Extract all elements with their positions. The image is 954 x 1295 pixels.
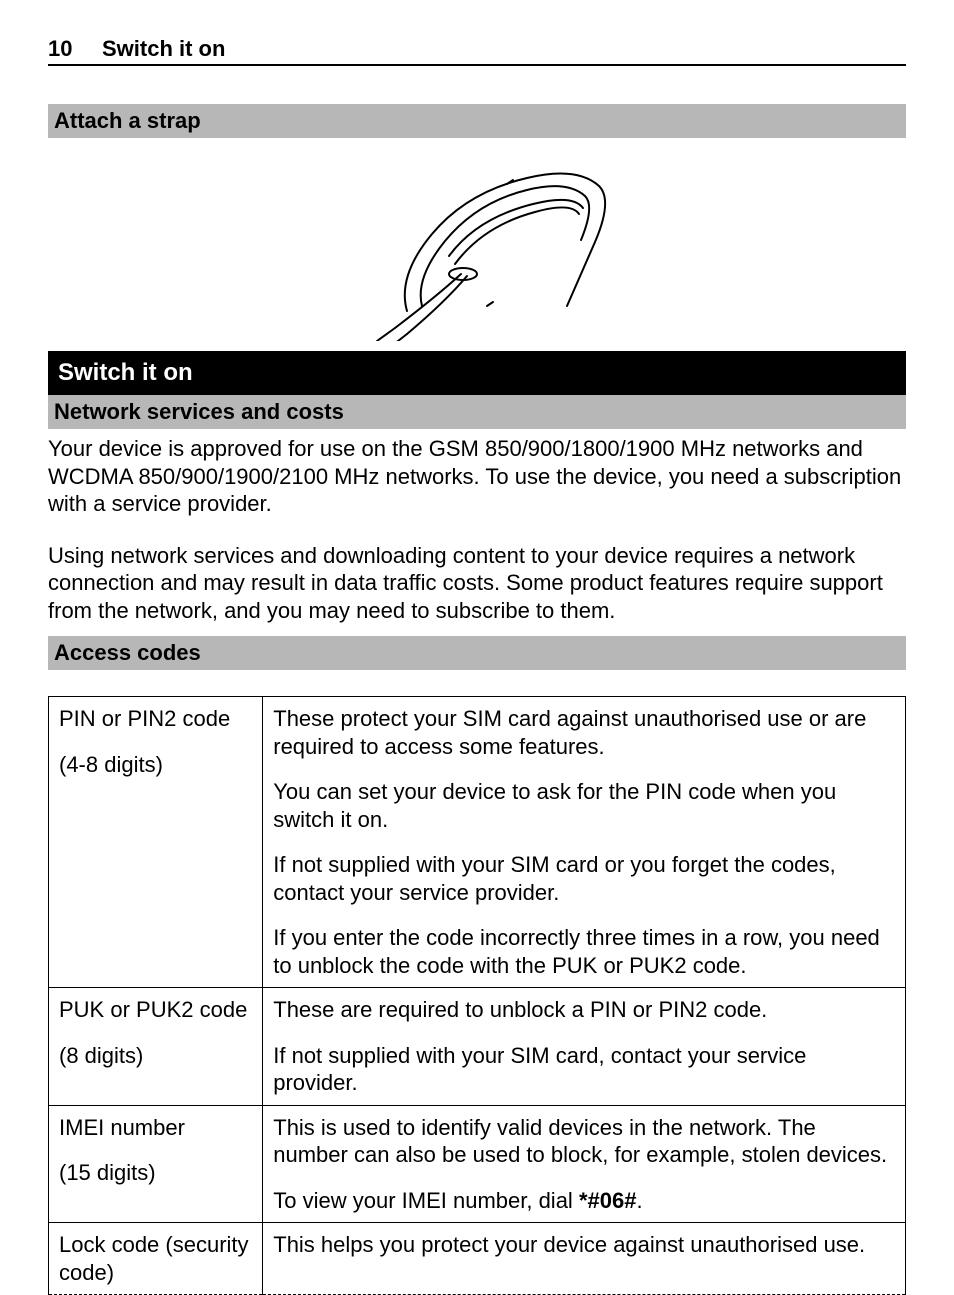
running-head-chapter: Switch it on	[102, 36, 225, 62]
access-codes-table: PIN or PIN2 code (4-8 digits) These prot…	[48, 696, 906, 1295]
code-label-line1: PUK or PUK2 code	[59, 996, 252, 1024]
imei-dial-pre: To view your IMEI number, dial	[273, 1188, 579, 1213]
code-label-cell: PUK or PUK2 code (8 digits)	[49, 988, 263, 1106]
table-row: PUK or PUK2 code (8 digits) These are re…	[49, 988, 906, 1106]
table-row: PIN or PIN2 code (4-8 digits) These prot…	[49, 697, 906, 988]
table-row: IMEI number (15 digits) This is used to …	[49, 1105, 906, 1223]
code-label-cell: IMEI number (15 digits)	[49, 1105, 263, 1223]
section-heading-access-codes: Access codes	[48, 636, 906, 670]
network-para-1: Your device is approved for use on the G…	[48, 435, 906, 518]
section-heading-network: Network services and costs	[48, 395, 906, 429]
imei-dial-post: .	[636, 1188, 642, 1213]
code-label-line1: PIN or PIN2 code	[59, 705, 252, 733]
code-label-line2: (8 digits)	[59, 1042, 252, 1070]
chapter-heading-switch-it-on: Switch it on	[48, 351, 906, 395]
attach-strap-figure	[48, 156, 906, 341]
code-label-line2: (4-8 digits)	[59, 751, 252, 779]
strap-illustration-icon	[337, 156, 617, 341]
code-label-line1: Lock code (security code)	[59, 1231, 252, 1286]
table-row: Lock code (security code) This helps you…	[49, 1223, 906, 1295]
code-label-line1: IMEI number	[59, 1114, 252, 1142]
code-desc-para: To view your IMEI number, dial *#06#.	[273, 1187, 895, 1215]
code-desc-para: If not supplied with your SIM card or yo…	[273, 851, 895, 906]
section-heading-attach-strap: Attach a strap	[48, 104, 906, 138]
code-label-cell: PIN or PIN2 code (4-8 digits)	[49, 697, 263, 988]
code-desc-cell: This helps you protect your device again…	[263, 1223, 906, 1295]
page-number: 10	[48, 36, 102, 62]
running-head: 10 Switch it on	[48, 36, 906, 66]
code-desc-para: This is used to identify valid devices i…	[273, 1114, 895, 1169]
network-para-2: Using network services and downloading c…	[48, 542, 906, 625]
code-desc-para: These protect your SIM card against unau…	[273, 705, 895, 760]
code-label-line2: (15 digits)	[59, 1159, 252, 1187]
code-desc-cell: These are required to unblock a PIN or P…	[263, 988, 906, 1106]
code-desc-para: These are required to unblock a PIN or P…	[273, 996, 895, 1024]
code-desc-para: This helps you protect your device again…	[273, 1231, 895, 1259]
code-desc-para: If not supplied with your SIM card, cont…	[273, 1042, 895, 1097]
code-desc-cell: These protect your SIM card against unau…	[263, 697, 906, 988]
code-label-cell: Lock code (security code)	[49, 1223, 263, 1295]
code-desc-para: If you enter the code incorrectly three …	[273, 924, 895, 979]
code-desc-cell: This is used to identify valid devices i…	[263, 1105, 906, 1223]
manual-page: 10 Switch it on Attach a strap	[0, 0, 954, 1295]
code-desc-para: You can set your device to ask for the P…	[273, 778, 895, 833]
imei-dial-code: *#06#	[579, 1188, 637, 1213]
